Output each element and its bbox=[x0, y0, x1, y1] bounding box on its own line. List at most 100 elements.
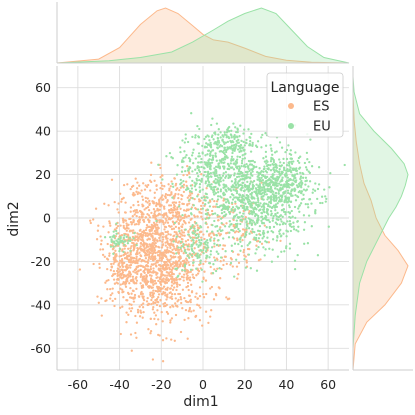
point-es bbox=[149, 317, 152, 321]
point-eu bbox=[220, 221, 223, 225]
point-eu bbox=[244, 218, 247, 221]
point-eu bbox=[188, 199, 191, 202]
point-es bbox=[150, 298, 153, 302]
point-es bbox=[159, 264, 162, 268]
point-es bbox=[148, 219, 151, 222]
point-es bbox=[122, 296, 125, 299]
point-eu bbox=[272, 225, 276, 229]
point-es bbox=[171, 214, 175, 217]
point-eu bbox=[282, 191, 285, 194]
point-eu bbox=[228, 220, 231, 223]
point-eu bbox=[284, 222, 287, 225]
point-eu bbox=[203, 241, 206, 245]
point-eu bbox=[261, 231, 265, 235]
point-es bbox=[154, 241, 157, 245]
point-es bbox=[158, 236, 161, 240]
point-eu bbox=[206, 174, 209, 177]
point-eu bbox=[283, 173, 287, 176]
point-eu bbox=[197, 235, 200, 238]
point-es bbox=[215, 200, 219, 203]
point-eu bbox=[190, 154, 194, 157]
point-es bbox=[143, 275, 146, 278]
point-es bbox=[109, 287, 112, 291]
point-es bbox=[176, 206, 179, 209]
point-eu bbox=[237, 168, 241, 171]
point-eu bbox=[222, 207, 225, 210]
point-eu bbox=[206, 134, 209, 137]
point-eu bbox=[206, 254, 209, 258]
point-es bbox=[133, 243, 136, 247]
point-es bbox=[147, 208, 151, 212]
point-es bbox=[148, 228, 151, 232]
point-eu bbox=[184, 248, 187, 252]
point-eu bbox=[273, 151, 277, 154]
point-eu bbox=[265, 207, 269, 211]
point-es bbox=[173, 279, 176, 282]
point-eu bbox=[202, 249, 205, 252]
point-eu bbox=[262, 183, 265, 186]
point-eu bbox=[231, 236, 235, 239]
point-es bbox=[202, 262, 205, 266]
point-es bbox=[165, 276, 168, 279]
point-eu bbox=[250, 168, 253, 171]
point-es bbox=[152, 238, 155, 242]
point-eu bbox=[115, 232, 118, 235]
point-eu bbox=[267, 204, 270, 207]
point-es bbox=[198, 319, 202, 322]
point-eu bbox=[251, 181, 254, 184]
point-es bbox=[171, 263, 174, 266]
point-es bbox=[139, 254, 143, 258]
point-es bbox=[148, 202, 151, 205]
point-eu bbox=[239, 222, 242, 226]
point-es bbox=[146, 261, 150, 265]
point-eu bbox=[206, 170, 210, 173]
point-es bbox=[184, 308, 188, 312]
point-es bbox=[173, 265, 176, 268]
point-eu bbox=[190, 187, 194, 190]
point-es bbox=[141, 284, 145, 287]
point-eu bbox=[279, 165, 282, 168]
point-eu bbox=[214, 178, 217, 181]
point-eu bbox=[217, 162, 221, 165]
point-eu bbox=[224, 171, 228, 174]
point-es bbox=[124, 201, 127, 204]
point-eu bbox=[216, 229, 219, 233]
point-eu bbox=[285, 157, 289, 161]
point-eu bbox=[301, 176, 305, 179]
point-eu bbox=[230, 145, 233, 149]
point-eu bbox=[260, 219, 263, 223]
point-eu bbox=[225, 174, 228, 178]
point-eu bbox=[263, 193, 266, 196]
point-eu bbox=[181, 159, 184, 162]
point-eu bbox=[287, 144, 290, 147]
point-eu bbox=[258, 187, 261, 191]
point-es bbox=[165, 234, 168, 237]
point-es bbox=[149, 173, 153, 177]
point-eu bbox=[262, 186, 265, 189]
point-eu bbox=[202, 251, 205, 255]
point-eu bbox=[288, 242, 292, 245]
point-es bbox=[115, 269, 119, 273]
point-eu bbox=[255, 221, 259, 224]
point-eu bbox=[269, 164, 272, 167]
point-eu bbox=[305, 168, 309, 171]
point-eu bbox=[313, 189, 317, 192]
point-eu bbox=[208, 256, 211, 259]
point-es bbox=[135, 187, 139, 190]
point-es bbox=[140, 259, 144, 262]
point-eu bbox=[279, 214, 282, 218]
point-eu bbox=[211, 271, 215, 275]
point-es bbox=[165, 294, 168, 297]
point-es bbox=[203, 237, 206, 241]
point-es bbox=[182, 252, 185, 255]
legend-label-es: ES bbox=[313, 100, 329, 115]
point-es bbox=[151, 296, 154, 299]
point-es bbox=[199, 208, 203, 211]
point-es bbox=[176, 187, 179, 190]
point-eu bbox=[263, 160, 267, 163]
point-eu bbox=[278, 232, 281, 235]
point-es bbox=[112, 256, 115, 260]
point-es bbox=[153, 311, 156, 314]
point-eu bbox=[201, 144, 204, 148]
point-es bbox=[235, 265, 239, 268]
